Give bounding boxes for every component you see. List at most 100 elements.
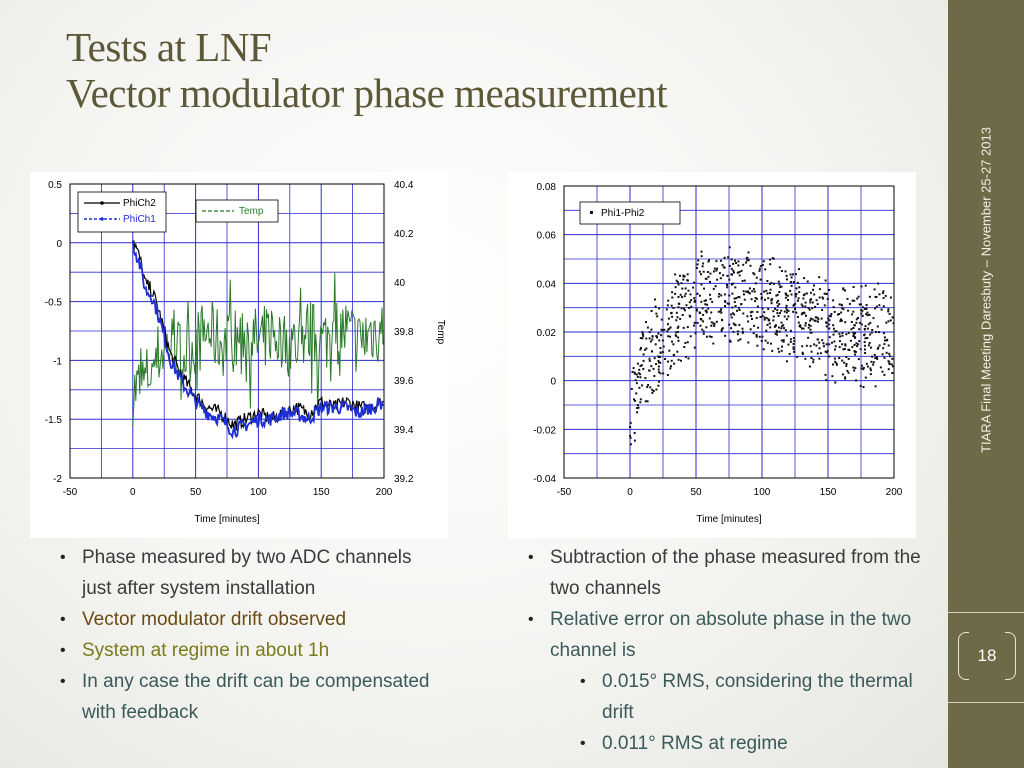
scatter-point xyxy=(732,269,735,272)
scatter-point xyxy=(863,344,866,347)
scatter-point xyxy=(764,268,767,271)
scatter-point xyxy=(655,388,658,391)
scatter-point xyxy=(771,349,774,352)
scatter-point xyxy=(883,356,886,359)
scatter-point xyxy=(804,324,807,327)
y-tick-label: 0.5 xyxy=(48,180,62,191)
scatter-point xyxy=(871,329,874,331)
scatter-point xyxy=(715,260,718,263)
scatter-point xyxy=(677,339,680,342)
scatter-point xyxy=(713,322,716,325)
scatter-point xyxy=(784,270,787,273)
scatter-point xyxy=(746,259,749,262)
scatter-point xyxy=(657,359,660,362)
scatter-point xyxy=(670,312,673,315)
scatter-point xyxy=(780,270,783,272)
scatter-point xyxy=(781,325,784,328)
scatter-point xyxy=(761,264,764,266)
scatter-point xyxy=(736,271,739,274)
scatter-point xyxy=(777,326,780,329)
scatter-point xyxy=(767,319,770,322)
scatter-point xyxy=(807,307,810,310)
scatter-point xyxy=(720,294,723,297)
scatter-point xyxy=(707,260,710,263)
scatter-point xyxy=(892,365,894,368)
scatter-point xyxy=(874,385,877,388)
scatter-point xyxy=(785,334,788,337)
scatter-point xyxy=(847,331,850,334)
scatter-point xyxy=(845,364,848,367)
scatter-point xyxy=(700,283,703,286)
scatter-point xyxy=(760,340,763,342)
scatter-point xyxy=(857,295,860,298)
scatter-point xyxy=(820,317,823,320)
scatter-point xyxy=(782,340,785,343)
scatter-point xyxy=(738,323,741,326)
scatter-point xyxy=(629,434,632,437)
scatter-point xyxy=(842,287,845,290)
scatter-point xyxy=(694,332,697,335)
scatter-point xyxy=(701,265,704,268)
scatter-point xyxy=(730,283,733,286)
scatter-point xyxy=(693,297,696,300)
scatter-point xyxy=(863,327,866,330)
scatter-point xyxy=(856,345,859,348)
scatter-point xyxy=(878,344,881,347)
scatter-point xyxy=(629,421,632,424)
scatter-point xyxy=(882,305,885,308)
scatter-point xyxy=(687,289,690,292)
scatter-point xyxy=(735,297,738,300)
scatter-point xyxy=(775,294,778,297)
scatter-point xyxy=(867,323,870,326)
scatter-point xyxy=(855,318,858,321)
scatter-point xyxy=(864,348,866,351)
scatter-point xyxy=(737,260,740,263)
scatter-point xyxy=(738,271,741,273)
scatter-point xyxy=(698,294,701,297)
scatter-point xyxy=(690,299,693,302)
scatter-point xyxy=(883,373,886,376)
scatter-point xyxy=(715,320,718,323)
scatter-point xyxy=(728,302,731,305)
scatter-point xyxy=(767,318,770,321)
scatter-point xyxy=(823,292,826,295)
scatter-point xyxy=(812,358,815,361)
scatter-point xyxy=(792,346,795,349)
scatter-point xyxy=(889,296,892,299)
left-bullet: Vector modulator drift observed xyxy=(52,604,432,635)
scatter-point xyxy=(854,353,857,356)
scatter-point xyxy=(675,311,678,314)
scatter-point xyxy=(892,322,895,325)
scatter-point xyxy=(809,301,812,304)
scatter-point xyxy=(800,303,803,306)
scatter-point xyxy=(728,294,731,297)
scatter-point xyxy=(881,370,884,373)
scatter-point xyxy=(633,398,635,401)
scatter-point xyxy=(828,336,831,339)
scatter-point xyxy=(670,304,673,307)
y2-tick-label: 39.2 xyxy=(394,474,414,485)
scatter-point xyxy=(728,339,731,342)
scatter-point xyxy=(851,346,854,349)
scatter-point xyxy=(778,330,781,333)
scatter-point xyxy=(826,350,829,353)
scatter-point xyxy=(640,347,642,349)
legend-box xyxy=(579,201,681,225)
scatter-point xyxy=(674,273,677,276)
scatter-point xyxy=(811,318,814,321)
scatter-point xyxy=(660,334,662,337)
scatter-point xyxy=(741,327,744,330)
y-tick-label: 0.04 xyxy=(537,279,557,290)
scatter-point xyxy=(709,298,712,300)
scatter-point xyxy=(814,319,817,322)
scatter-point xyxy=(869,333,872,336)
scatter-point xyxy=(853,369,856,372)
scatter-point xyxy=(717,310,720,313)
scatter-point xyxy=(682,274,685,277)
scatter-point xyxy=(794,273,797,276)
scatter-point xyxy=(651,388,654,391)
sidebar xyxy=(948,0,1024,768)
scatter-point xyxy=(700,255,703,258)
scatter-point xyxy=(788,352,791,355)
scatter-point xyxy=(704,303,707,306)
